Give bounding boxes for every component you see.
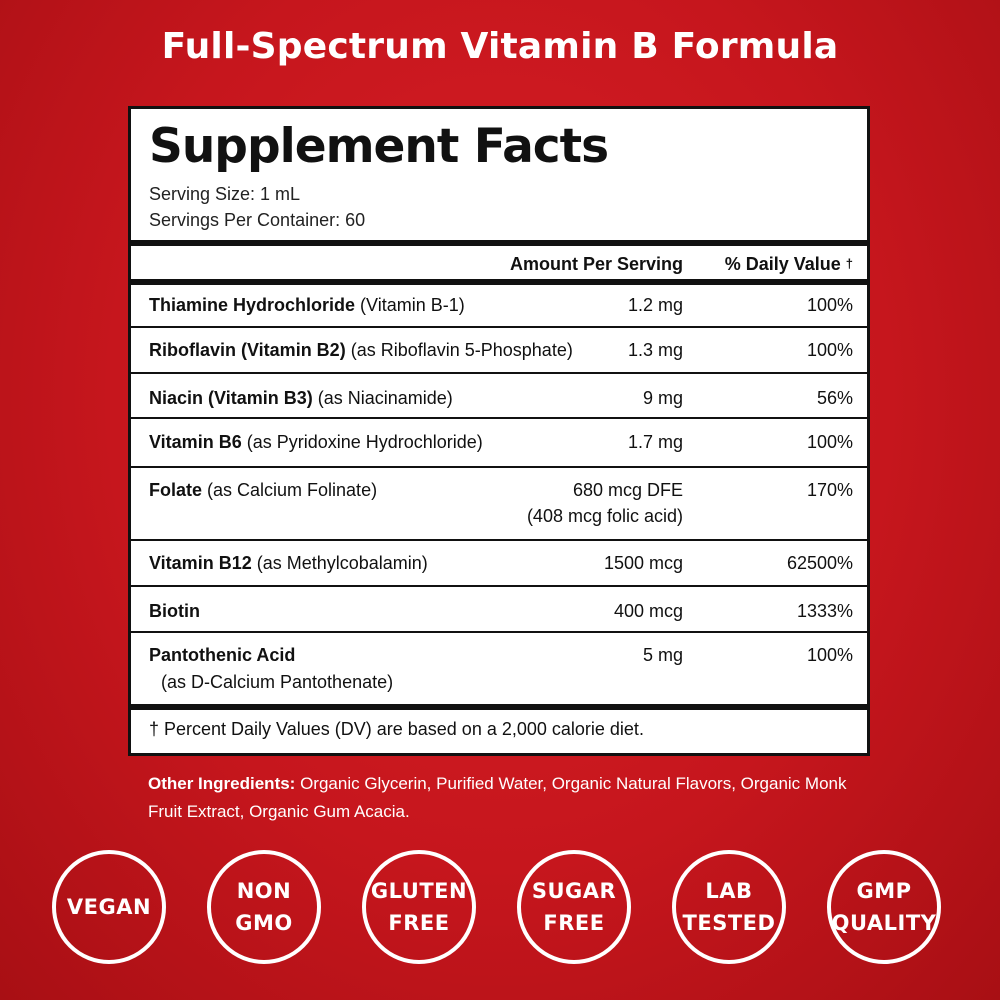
nutrient-amount: 680 mcg DFE xyxy=(572,480,683,500)
nutrient-name: Riboflavin (Vitamin B2) (as Riboflavin 5… xyxy=(149,340,573,360)
divider xyxy=(131,372,867,374)
nutrient-amount-note: (408 mcg folic acid) xyxy=(526,506,683,526)
nutrient-amount: 9 mg xyxy=(642,388,683,408)
divider-thick xyxy=(131,279,867,285)
other-ingredients-text: Organic Glycerin, Purified Water, Organi… xyxy=(148,774,847,821)
nutrient-dv: 62500% xyxy=(786,553,853,573)
nutrient-source: (as D-Calcium Pantothenate) xyxy=(161,672,394,692)
divider xyxy=(131,631,867,633)
nutrient-dv: 100% xyxy=(806,432,853,452)
divider xyxy=(131,585,867,587)
badge-non-gmo: NON GMO xyxy=(207,850,321,964)
servings-per-container: Servings Per Container: 60 xyxy=(149,210,366,230)
nutrient-name: Vitamin B12 (as Methylcobalamin) xyxy=(149,553,428,573)
divider-thick xyxy=(131,240,867,246)
divider-thick xyxy=(131,704,867,710)
nutrient-dv: 100% xyxy=(806,295,853,315)
divider xyxy=(131,539,867,541)
nutrient-name: Vitamin B6 (as Pyridoxine Hydrochloride) xyxy=(149,432,483,452)
nutrient-name: Niacin (Vitamin B3) (as Niacinamide) xyxy=(149,388,453,408)
supplement-facts-panel: Supplement Facts Serving Size: 1 mL Serv… xyxy=(128,106,870,756)
nutrient-dv: 1333% xyxy=(796,601,853,621)
nutrient-name: Pantothenic Acid xyxy=(149,645,296,665)
nutrient-amount: 1.3 mg xyxy=(627,340,683,360)
other-ingredients: Other Ingredients: Organic Glycerin, Pur… xyxy=(148,770,868,826)
nutrient-dv: 100% xyxy=(806,645,853,665)
facts-title: Supplement Facts xyxy=(149,119,609,174)
badge-gmp-quality: GMP QUALITY xyxy=(827,850,941,964)
serving-size: Serving Size: 1 mL xyxy=(149,184,301,204)
nutrient-dv: 100% xyxy=(806,340,853,360)
nutrient-name: Biotin xyxy=(149,601,200,621)
nutrient-amount: 1.7 mg xyxy=(627,432,683,452)
header-dv: % Daily Value † xyxy=(724,254,853,274)
nutrient-amount: 1500 mcg xyxy=(603,553,683,573)
badge-lab-tested: LAB TESTED xyxy=(672,850,786,964)
divider xyxy=(131,466,867,468)
badge-vegan: VEGAN xyxy=(52,850,166,964)
nutrient-name: Thiamine Hydrochloride (Vitamin B-1) xyxy=(149,295,465,315)
nutrient-dv: 56% xyxy=(816,388,853,408)
headline: Full-Spectrum Vitamin B Formula xyxy=(161,26,839,67)
badge-gluten-free: GLUTEN FREE xyxy=(362,850,476,964)
header-amount: Amount Per Serving xyxy=(509,254,683,274)
nutrient-amount: 400 mcg xyxy=(613,601,683,621)
other-ingredients-label: Other Ingredients: xyxy=(148,774,296,793)
nutrient-amount: 5 mg xyxy=(642,645,683,665)
divider xyxy=(131,417,867,419)
footnote: † Percent Daily Values (DV) are based on… xyxy=(149,719,644,739)
nutrient-dv: 170% xyxy=(806,480,853,500)
nutrient-amount: 1.2 mg xyxy=(627,295,683,315)
badge-sugar-free: SUGAR FREE xyxy=(517,850,631,964)
divider xyxy=(131,326,867,328)
dagger-mark: † xyxy=(845,256,853,271)
nutrient-name: Folate (as Calcium Folinate) xyxy=(149,480,378,500)
